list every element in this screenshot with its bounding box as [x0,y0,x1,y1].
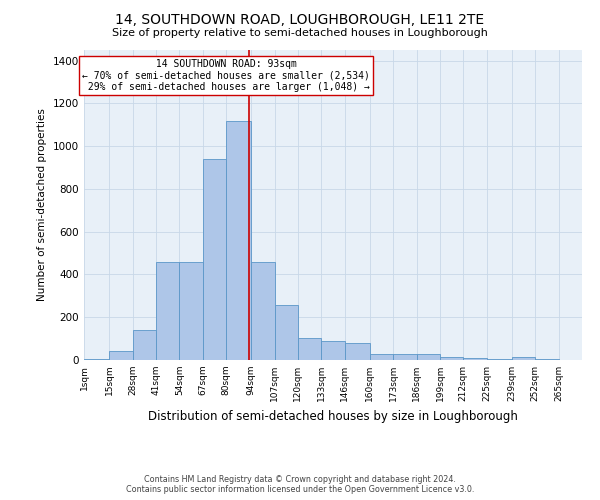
Bar [535,359,559,360]
Bar [440,357,463,360]
Text: 14 SOUTHDOWN ROAD: 93sqm 
← 70% of semi-detached houses are smaller (2,534)
 29%: 14 SOUTHDOWN ROAD: 93sqm ← 70% of semi-d… [82,60,370,92]
Bar [322,341,344,360]
Bar [226,120,251,360]
Bar [512,357,535,360]
Text: Contains HM Land Registry data © Crown copyright and database right 2024.
Contai: Contains HM Land Registry data © Crown c… [126,474,474,494]
X-axis label: Distribution of semi-detached houses by size in Loughborough: Distribution of semi-detached houses by … [148,410,518,422]
Bar [156,262,179,360]
Bar [370,354,393,360]
Y-axis label: Number of semi-detached properties: Number of semi-detached properties [37,108,47,302]
Bar [487,359,512,360]
Bar [109,352,133,360]
Bar [251,262,275,360]
Bar [133,330,156,360]
Bar [298,338,322,360]
Bar [463,358,487,360]
Bar [416,354,440,360]
Bar [203,159,226,360]
Bar [393,354,416,360]
Bar [84,359,109,360]
Bar [344,343,370,360]
Bar [179,262,203,360]
Text: Size of property relative to semi-detached houses in Loughborough: Size of property relative to semi-detach… [112,28,488,38]
Text: 14, SOUTHDOWN ROAD, LOUGHBOROUGH, LE11 2TE: 14, SOUTHDOWN ROAD, LOUGHBOROUGH, LE11 2… [115,12,485,26]
Bar [275,306,298,360]
